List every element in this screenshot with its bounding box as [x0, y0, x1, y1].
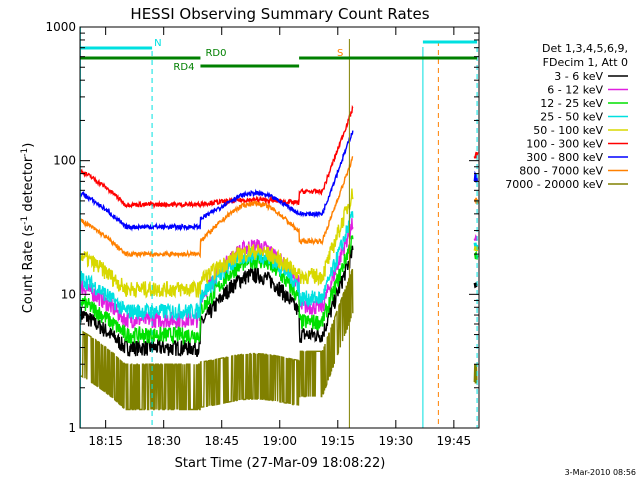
mode-bars: N S RD0 RD4: [80, 38, 478, 73]
series-line: [80, 104, 354, 210]
series-line-tail: [473, 151, 479, 159]
legend: Det 1,3,4,5,6,9, FDecim 1, Att 0 3 - 6 k…: [505, 42, 628, 191]
x-tick-label: 18:45: [204, 434, 239, 448]
series-line: [80, 268, 354, 411]
chart-title: HESSI Observing Summary Count Rates: [130, 5, 429, 23]
y-tick-label: 10: [61, 287, 76, 301]
legend-label: 12 - 25 keV: [540, 97, 603, 110]
y-tick-label: 1: [68, 421, 76, 435]
legend-label: 50 - 100 keV: [533, 124, 603, 137]
x-tick-label: 18:30: [146, 434, 181, 448]
y-axis-label-main: Count Rate (s: [21, 225, 36, 314]
series-line: [80, 130, 354, 232]
mode-bar-label: RD0: [205, 48, 226, 59]
mode-bar-label: N: [154, 38, 161, 49]
y-tick-label: 1000: [45, 20, 76, 34]
series-line: [80, 245, 354, 357]
y-axis-label-end: ): [21, 143, 36, 148]
legend-label: 7000 - 20000 keV: [505, 178, 603, 191]
legend-header-1: Det 1,3,4,5,6,9,: [542, 42, 628, 55]
y-axis-label-sup2: -1: [20, 148, 30, 157]
legend-label: 6 - 12 keV: [547, 84, 603, 97]
x-tick-label: 19:15: [320, 434, 355, 448]
y-axis-label-sup1: -1: [20, 216, 30, 225]
mode-bar-label: RD4: [173, 62, 194, 73]
series-line: [80, 235, 354, 346]
x-tick-label: 19:45: [437, 434, 472, 448]
legend-label: 25 - 50 keV: [540, 111, 603, 124]
legend-label: 100 - 300 keV: [526, 138, 603, 151]
x-tick-label: 19:00: [262, 434, 297, 448]
legend-label: 800 - 7000 keV: [519, 165, 603, 178]
x-axis-label: Start Time (27-Mar-09 18:08:22): [175, 456, 386, 471]
x-ticks: 18:15 18:30 18:45 19:00 19:15 19:30 19:45: [88, 27, 471, 448]
legend-label: 300 - 800 keV: [526, 151, 603, 164]
legend-label: 3 - 6 keV: [554, 70, 603, 83]
y-axis-label-mid: detector: [21, 156, 36, 216]
y-ticks: 1 10 100 1000: [45, 20, 479, 435]
y-tick-label: 100: [53, 154, 76, 168]
mode-bar-label: S: [337, 48, 343, 59]
series-curves: [79, 27, 479, 428]
date-stamp: 3-Mar-2010 08:56: [565, 468, 636, 477]
legend-header-2: FDecim 1, Att 0: [543, 56, 628, 69]
series-line: [80, 155, 354, 259]
series-line: [80, 188, 354, 299]
x-tick-label: 19:30: [379, 434, 414, 448]
x-tick-label: 18:15: [88, 434, 123, 448]
y-axis-label: Count Rate (s-1 detector-1): [20, 143, 36, 314]
